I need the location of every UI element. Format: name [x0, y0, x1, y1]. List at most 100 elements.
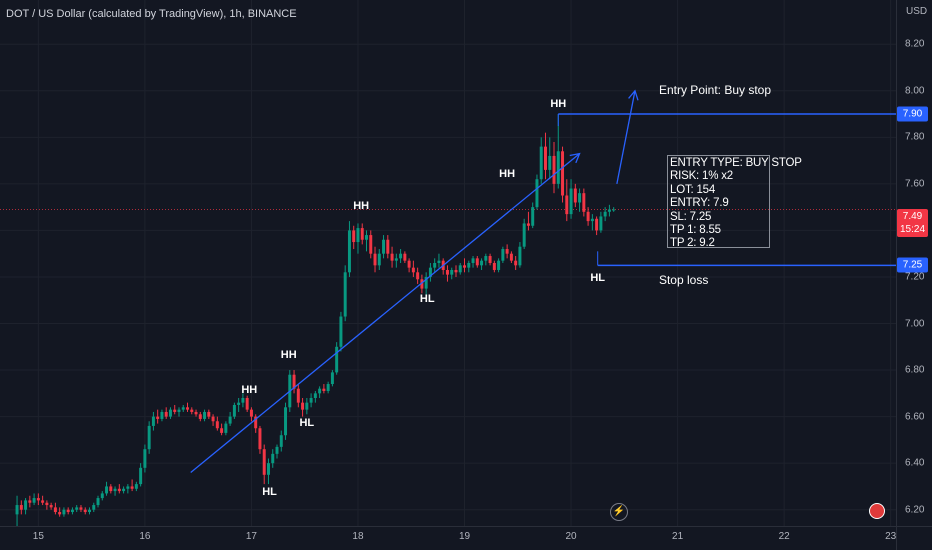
candle-body	[501, 249, 505, 261]
candle-body	[561, 151, 565, 196]
candle-body	[445, 269, 449, 275]
candle-body	[96, 498, 100, 506]
candle-body	[262, 449, 266, 475]
candle-body	[488, 256, 492, 263]
candle-body	[411, 267, 415, 273]
candle-body	[514, 260, 518, 266]
candle-body	[36, 498, 40, 501]
info-stop-loss: SL: 7.25	[670, 210, 712, 223]
candle-body	[62, 509, 66, 515]
candle-body	[556, 151, 560, 184]
candle-body	[463, 265, 467, 268]
pivot-label: HH	[280, 349, 297, 362]
candle-body	[518, 246, 522, 266]
candle-body	[458, 265, 462, 273]
candle-body	[143, 449, 147, 468]
candle-body	[322, 388, 326, 392]
candle-body	[75, 507, 79, 510]
us-flag-icon[interactable]	[869, 503, 885, 519]
pivot-label: HH	[241, 384, 258, 396]
candle-body	[356, 228, 360, 243]
candle-body	[595, 218, 599, 231]
candle-body	[420, 279, 424, 289]
candle-body	[292, 374, 296, 389]
candle-body	[433, 263, 437, 268]
candle-body	[492, 263, 496, 270]
candle-body	[480, 260, 484, 266]
pivot-label: HL	[299, 416, 315, 429]
candle-body	[275, 446, 279, 454]
pivot-label: HL	[262, 486, 277, 499]
candle-body	[254, 416, 258, 429]
candle-body	[173, 409, 177, 412]
info-entry: ENTRY: 7.9	[670, 197, 729, 210]
candle-body	[151, 416, 155, 426]
info-entry-type: ENTRY TYPE: BUY STOP	[670, 157, 802, 169]
info-take-profit-1: TP 1: 8.55	[670, 224, 721, 237]
candle-body	[352, 230, 356, 243]
bar-countdown: 15:24	[899, 224, 926, 235]
candle-body	[237, 402, 241, 405]
candle-body	[122, 488, 126, 492]
candle-body	[139, 467, 143, 485]
entry-price-tag: 7.90	[897, 106, 928, 122]
candle-body	[586, 211, 590, 222]
candle-body	[164, 411, 168, 417]
candle-body	[552, 155, 556, 184]
candle-body	[232, 404, 236, 417]
candle-body	[266, 463, 270, 475]
candle-body	[126, 486, 130, 489]
candle-body	[245, 397, 249, 410]
candle-body	[330, 372, 334, 385]
candle-body	[194, 411, 198, 415]
candle-body	[24, 500, 28, 510]
candle-body	[109, 486, 113, 492]
candle-body	[607, 209, 611, 212]
candle-body	[207, 411, 211, 417]
pivot-label: HL	[419, 293, 435, 306]
time-tick-label: 23	[885, 531, 897, 542]
candle-body	[548, 155, 552, 170]
candle-body	[241, 397, 245, 403]
price-tick-label: 8.20	[905, 38, 925, 50]
candle-body	[168, 409, 172, 417]
candle-body	[53, 507, 57, 513]
candle-body	[603, 211, 607, 217]
projection-arrowhead	[628, 89, 639, 101]
candle-body	[365, 235, 368, 240]
price-tick-label: 6.80	[905, 364, 925, 376]
candle-body	[347, 230, 351, 273]
candle-body	[531, 207, 535, 226]
bolt-icon[interactable]: ⚡	[610, 503, 628, 521]
time-tick-label: 19	[458, 531, 471, 542]
candle-body	[428, 267, 432, 277]
candle-body	[305, 402, 309, 410]
candle-body	[258, 428, 262, 450]
candle-body	[228, 416, 232, 424]
candle-body	[28, 500, 32, 503]
candle-body	[505, 249, 509, 254]
candle-body	[360, 228, 364, 240]
stop-loss-label[interactable]: Stop loss	[658, 273, 709, 288]
candle-body	[450, 269, 454, 275]
candle-body	[113, 488, 117, 492]
symbol-title: DOT / US Dollar (calculated by TradingVi…	[6, 8, 297, 20]
entry-point-label[interactable]: Entry Point: Buy stop	[658, 82, 772, 97]
candle-body	[539, 146, 543, 180]
trade-info-box[interactable]: ENTRY TYPE: BUY STOP RISK: 1% x2 LOT: 15…	[667, 155, 802, 249]
candle-body	[134, 484, 138, 489]
candle-body	[390, 253, 394, 261]
candle-body	[399, 253, 403, 259]
candle-body	[284, 407, 288, 436]
candle-body	[249, 409, 253, 417]
candle-body	[394, 258, 398, 261]
candle-body	[599, 216, 603, 231]
pivot-label: HL	[590, 272, 606, 285]
candle-body	[565, 195, 569, 215]
candle-body	[49, 505, 53, 508]
candle-body	[471, 258, 475, 263]
pivot-label: HH	[550, 97, 567, 110]
candle-body	[224, 423, 228, 433]
